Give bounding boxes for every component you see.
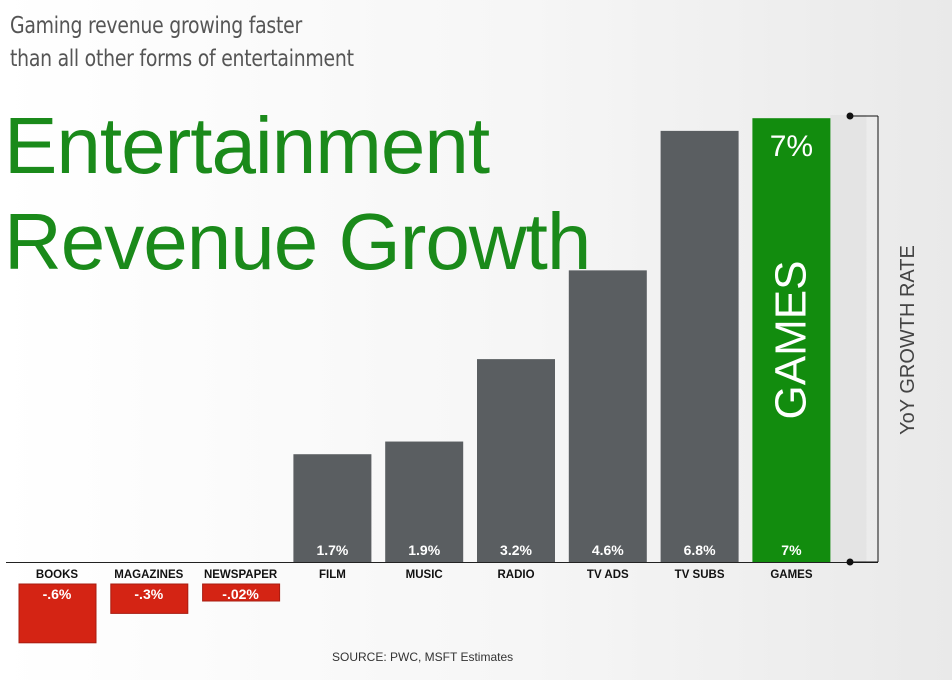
tick-label-film: FILM bbox=[319, 569, 346, 581]
title-line-1: Entertainment bbox=[4, 101, 490, 190]
data-label-books: -.6% bbox=[43, 586, 72, 602]
data-label-tv-ads: 4.6% bbox=[592, 542, 624, 558]
tick-label-magazines: MAGAZINES bbox=[114, 569, 183, 581]
bar-newspaper bbox=[202, 583, 281, 602]
highlight-backdrop bbox=[830, 115, 867, 562]
tick-label-books: BOOKS bbox=[36, 569, 79, 581]
tick-label-newspaper: NEWSPAPER bbox=[204, 569, 278, 581]
tick-label-radio: RADIO bbox=[497, 569, 534, 581]
highlight-top-label: 7% bbox=[770, 130, 813, 163]
bracket-bottom-dot bbox=[846, 558, 854, 566]
highlight-vertical-label: GAMES bbox=[766, 261, 815, 420]
data-label-magazines: -.3% bbox=[134, 586, 163, 602]
y-axis-label: YoY GROWTH RATE bbox=[897, 245, 919, 435]
source-note: SOURCE: PWC, MSFT Estimates bbox=[332, 650, 514, 664]
tick-label-music: MUSIC bbox=[406, 569, 443, 581]
data-label-tv-subs: 6.8% bbox=[684, 542, 716, 558]
bar-radio bbox=[477, 359, 555, 562]
bracket-top-dot bbox=[846, 112, 854, 120]
data-label-newspaper: -.02% bbox=[222, 586, 259, 602]
bar-tv-ads bbox=[568, 270, 647, 562]
tick-label-tv-ads: TV ADS bbox=[587, 569, 629, 581]
subtitle-line-2: than all other forms of entertainment bbox=[10, 46, 354, 72]
data-label-film: 1.7% bbox=[316, 542, 348, 558]
chart-title: Entertainment Revenue Growth bbox=[4, 98, 591, 290]
data-label-radio: 3.2% bbox=[500, 542, 532, 558]
bar-music bbox=[385, 441, 464, 562]
bar-books bbox=[18, 583, 97, 644]
bar-tv-subs bbox=[660, 130, 739, 562]
tick-label-games: GAMES bbox=[770, 569, 813, 581]
tick-label-tv-subs: TV SUBS bbox=[675, 569, 725, 581]
data-label-music: 1.9% bbox=[408, 542, 440, 558]
subtitle-line-1: Gaming revenue growing faster bbox=[10, 13, 302, 39]
title-line-2: Revenue Growth bbox=[4, 197, 591, 286]
bar-magazines bbox=[110, 583, 189, 614]
bar-film bbox=[293, 454, 372, 562]
data-label-games: 7% bbox=[781, 542, 802, 558]
bar-games bbox=[752, 118, 831, 562]
chart-subtitle: Gaming revenue growing faster than all o… bbox=[10, 10, 354, 76]
